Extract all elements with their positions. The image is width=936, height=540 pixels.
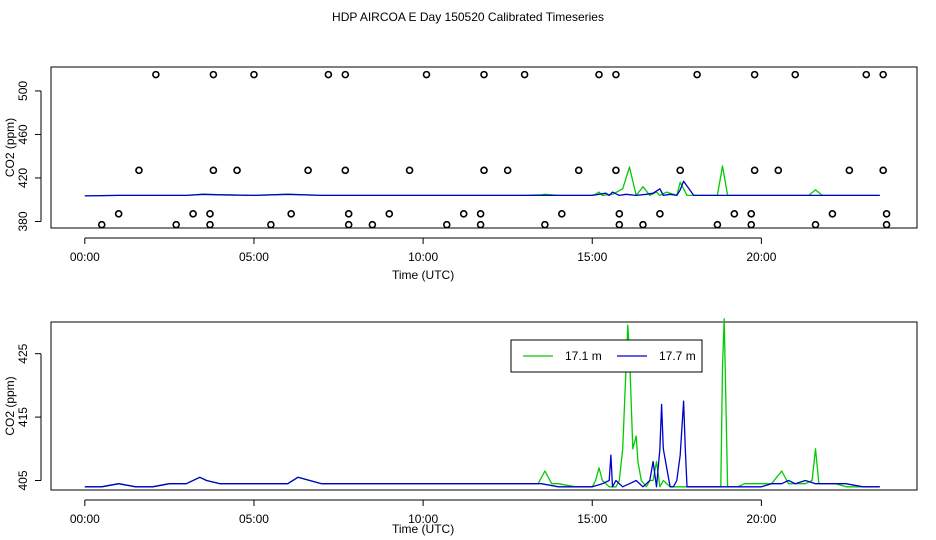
panel1-scatter-point	[172, 220, 180, 229]
panel1-y-tick-label: 420	[16, 168, 30, 188]
panel2-x-tick-label: 05:00	[239, 512, 269, 526]
panel2-legend-label: 17.1 m	[565, 349, 602, 363]
panel1-scatter-point	[558, 210, 566, 218]
panel1-scatter-point	[304, 166, 312, 175]
panel2-y-tick-label: 425	[16, 343, 30, 363]
panel2-legend-label: 17.7 m	[659, 349, 696, 363]
panel1-scatter-point	[341, 70, 350, 79]
panel1-scatter-point	[747, 210, 756, 218]
panel1-scatter-point	[615, 220, 624, 229]
panel1-scatter-point	[341, 166, 350, 175]
panel1-scatter-point	[774, 166, 783, 175]
panel1-x-tick-label: 00:00	[70, 250, 100, 264]
panel1-scatter-point	[206, 210, 214, 218]
panel1-x-tick-label: 10:00	[408, 250, 438, 264]
panel2-x-tick-label: 20:00	[746, 512, 776, 526]
panel1-scatter-point	[791, 70, 800, 79]
panel2-y-tick-label: 415	[16, 407, 30, 427]
panel1-scatter-point	[480, 70, 488, 79]
panel2-x-tick-label: 00:00	[70, 512, 100, 526]
panel1-scatter-point	[879, 166, 887, 175]
panel1-x-tick-label: 05:00	[239, 250, 269, 264]
panel1-scatter-point	[267, 220, 275, 229]
panel1-y-tick-label: 460	[16, 124, 30, 144]
panel1-scatter-point	[114, 210, 123, 218]
panel1-scatter-point	[459, 210, 468, 218]
panel1-x-axis-label: Time (UTC)	[392, 268, 454, 282]
panel1-scatter-point	[368, 220, 377, 229]
panel1-scatter-point	[97, 220, 106, 229]
panel1-scatter-point	[811, 220, 820, 229]
panel1-scatter-point	[615, 210, 624, 218]
panel2-x-tick-label: 10:00	[408, 512, 438, 526]
panel1-scatter-point	[344, 210, 353, 218]
panel1-scatter-point	[750, 70, 759, 79]
panel1-scatter-point	[422, 70, 431, 79]
panel1-scatter-point	[209, 166, 218, 175]
panel1-series-line-2	[84, 180, 880, 197]
panel2-y-axis-label: CO2 (ppm)	[3, 376, 17, 435]
panel1-scatter-point	[189, 210, 197, 218]
panel1-scatter-point	[152, 70, 160, 79]
panel1-series-line-1	[84, 165, 880, 197]
panel1-scatter-point	[233, 166, 241, 175]
panel1-scatter-point	[442, 220, 451, 229]
panel2-series-line-2	[84, 400, 880, 488]
panel1-scatter-point	[612, 70, 620, 79]
panel2-x-axis-label: Time (UTC)	[392, 522, 454, 536]
panel1-scatter-point	[344, 220, 353, 229]
panel1-scatter-point	[324, 70, 333, 79]
panel2-x-tick-label: 15:00	[577, 512, 607, 526]
panel2-plot-frame	[50, 321, 918, 491]
panel1-scatter-point	[476, 220, 485, 229]
panel1-scatter-point	[209, 70, 218, 79]
panel1-scatter-point	[882, 210, 891, 218]
panel1-scatter-point	[656, 210, 664, 218]
panel2-y-tick-label: 405	[16, 470, 30, 490]
panel1-scatter-point	[385, 210, 394, 218]
panel1-scatter-point	[541, 220, 549, 229]
panel1-scatter-point	[747, 220, 756, 229]
panel1-scatter-point	[574, 166, 583, 175]
panel1-scatter-point	[676, 166, 685, 175]
panel1-scatter-point	[693, 70, 701, 79]
panel1-scatter-point	[882, 220, 891, 229]
panel1-scatter-point	[287, 210, 295, 218]
panel1-x-tick-label: 20:00	[746, 250, 776, 264]
panel1-scatter-point	[476, 210, 485, 218]
panel1-scatter-point	[639, 220, 647, 229]
panel1-scatter-point	[206, 220, 214, 229]
panel1-scatter-point	[405, 166, 414, 175]
panel1-scatter-point	[879, 70, 887, 79]
panel1-y-axis-label: CO2 (ppm)	[3, 118, 17, 177]
panel1-scatter-point	[595, 70, 603, 79]
panel1-x-tick-label: 15:00	[577, 250, 607, 264]
chart-title: HDP AIRCOA E Day 150520 Calibrated Times…	[332, 10, 604, 24]
panel1-scatter-point	[612, 166, 620, 175]
panel1-scatter-point	[250, 70, 258, 79]
panel1-plot-frame	[50, 66, 918, 229]
panel1-scatter-point	[845, 166, 854, 175]
panel1-scatter-point	[480, 166, 488, 175]
panel1-scatter-point	[862, 70, 871, 79]
panel1-y-tick-label: 500	[16, 81, 30, 101]
panel1-y-tick-label: 380	[16, 211, 30, 231]
panel1-scatter-point	[750, 166, 759, 175]
panel1-scatter-point	[713, 220, 722, 229]
panel1-scatter-point	[520, 70, 529, 79]
panel1-scatter-point	[135, 166, 143, 175]
panel1-scatter-point	[730, 210, 739, 218]
panel1-scatter-point	[503, 166, 512, 175]
panel1-scatter-point	[828, 210, 837, 218]
panel2-series-line-1	[84, 318, 880, 488]
